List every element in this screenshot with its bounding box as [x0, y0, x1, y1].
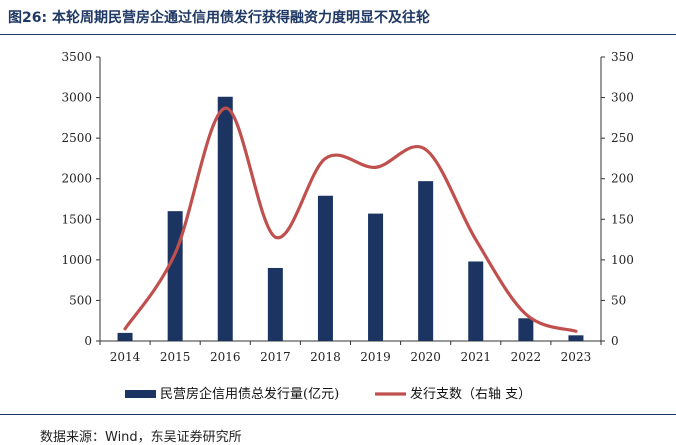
x-tick-label: 2018 — [310, 350, 341, 364]
right-tick-label: 350 — [611, 50, 634, 64]
x-tick-label: 2022 — [511, 350, 542, 364]
bar — [418, 181, 434, 341]
count-line — [123, 106, 578, 333]
x-tick-label: 2017 — [260, 350, 291, 364]
bar — [518, 318, 534, 341]
bar — [317, 195, 333, 341]
bar — [117, 332, 133, 341]
title-divider — [0, 34, 676, 35]
left-tick-label: 500 — [69, 293, 92, 307]
left-tick-label: 1000 — [61, 253, 92, 267]
left-tick-label: 1500 — [61, 212, 92, 226]
chart-area: 0 500 1000 1500 2000 2500 3000 3500 0 50 100 150 200… — [0, 36, 676, 410]
bar — [217, 96, 233, 341]
x-tick-label: 2020 — [410, 350, 441, 364]
left-tick-label: 3000 — [61, 91, 92, 105]
left-tick-label: 3500 — [61, 50, 92, 64]
legend-bar-swatch — [125, 390, 156, 398]
right-tick-label: 100 — [611, 253, 634, 267]
x-tick-label: 2014 — [110, 350, 141, 364]
bar — [568, 335, 584, 341]
left-tick-label: 2000 — [61, 172, 92, 186]
data-source: 数据来源：Wind，东吴证券研究所 — [40, 430, 242, 445]
right-tick-label: 50 — [611, 293, 626, 307]
right-tick-label: 150 — [611, 212, 634, 226]
right-tick-label: 250 — [611, 131, 634, 145]
right-tick-label: 300 — [611, 91, 634, 105]
bar — [267, 267, 283, 341]
legend-bar-label: 民营房企信用债总发行量(亿元) — [160, 386, 339, 402]
right-tick-label: 0 — [611, 334, 619, 348]
x-tick-label: 2023 — [561, 350, 592, 364]
legend-line-label: 发行支数（右轴 支） — [410, 386, 531, 402]
bottom-divider — [0, 414, 676, 415]
right-tick-label: 200 — [611, 172, 634, 186]
figure-title: 图26: 本轮周期民营房企通过信用债发行获得融资力度明显不及往轮 — [8, 10, 430, 26]
bar — [368, 213, 384, 341]
x-tick-label: 2019 — [360, 350, 391, 364]
x-tick-label: 2015 — [160, 350, 191, 364]
left-tick-label: 2500 — [61, 131, 92, 145]
x-tick-label: 2016 — [210, 350, 241, 364]
x-tick-label: 2021 — [460, 350, 491, 364]
combo-chart: 0 500 1000 1500 2000 2500 3000 3500 0 50 100 150 200… — [61, 50, 634, 402]
left-tick-label: 0 — [84, 334, 92, 348]
bar — [167, 211, 183, 341]
bar — [468, 261, 484, 341]
